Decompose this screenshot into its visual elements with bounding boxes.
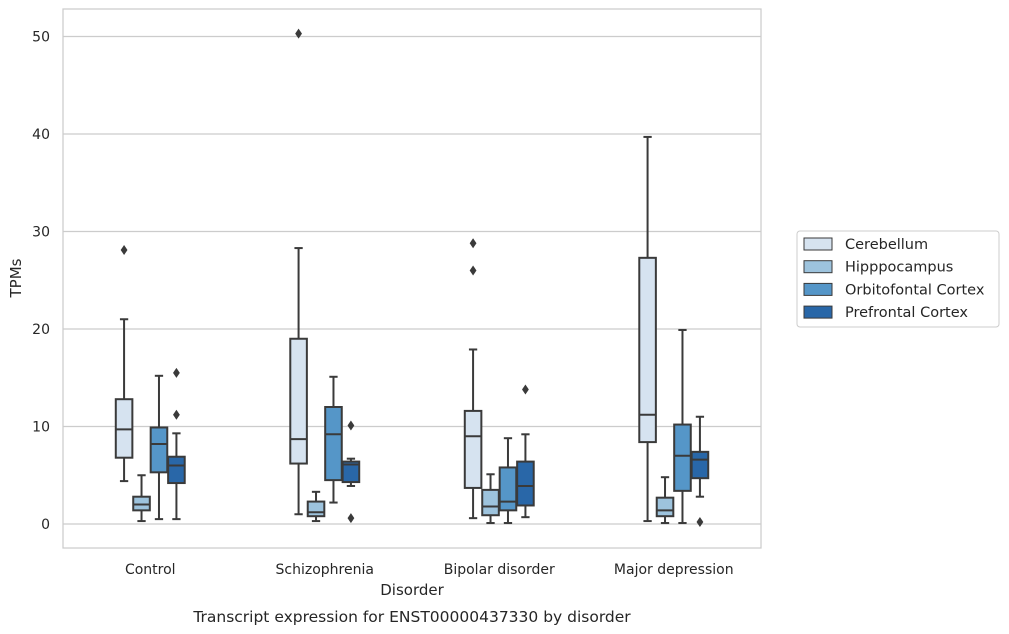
y-tick-labels: 0 10 20 30 40 50: [32, 30, 50, 534]
x-tick-label: Major depression: [614, 562, 734, 578]
box-group: [167, 367, 186, 521]
chart-caption: Transcript expression for ENST0000043733…: [192, 608, 631, 626]
flier-point: [469, 238, 477, 249]
y-tick-label: 40: [32, 127, 50, 143]
box-group: [149, 374, 169, 521]
legend-swatch: [803, 282, 833, 296]
box: [690, 450, 710, 480]
boxes-layer: [114, 28, 710, 528]
legend-swatch: [803, 305, 833, 319]
legend-swatch: [803, 260, 833, 274]
legend-frame: [796, 230, 1000, 328]
legend-label: Hipppocampus: [845, 260, 953, 276]
flier-point: [696, 517, 704, 528]
y-axis-label: TPMs: [7, 258, 25, 298]
box: [149, 426, 169, 474]
box-group: [638, 135, 657, 523]
x-tick-labels: Control Schizophrenia Bipolar disorder Majo…: [125, 562, 734, 578]
box-group: [516, 384, 535, 519]
flier-point: [173, 409, 180, 420]
box-group: [289, 28, 308, 516]
y-tick-label: 20: [32, 322, 50, 338]
legend: Cerebellum Hipppocampus Orbitofontal Corte…: [796, 230, 1000, 328]
gridlines: [63, 35, 761, 525]
box-group: [463, 238, 483, 520]
box: [498, 466, 518, 512]
x-axis-label: Disorder: [380, 581, 444, 599]
y-tick-label: 30: [32, 225, 50, 241]
box: [341, 460, 361, 484]
flier-point: [522, 384, 529, 395]
box: [481, 488, 500, 517]
box: [167, 455, 186, 485]
box: [516, 460, 535, 507]
box-group: [132, 474, 151, 523]
x-tick-label: Bipolar disorder: [444, 562, 555, 578]
legend-label: Orbitofontal Cortex: [845, 282, 985, 298]
box: [638, 256, 657, 444]
box-group: [655, 476, 675, 525]
plot-area-frame: [62, 8, 762, 549]
box-group: [306, 490, 326, 523]
box: [673, 423, 692, 492]
box-group: [498, 437, 518, 525]
box-group: [341, 420, 361, 524]
box: [324, 406, 343, 482]
y-tick-label: 50: [32, 30, 50, 46]
flier-point: [347, 513, 355, 524]
box: [463, 409, 483, 489]
box-group: [324, 375, 343, 504]
legend-swatch: [803, 237, 833, 251]
legend-label: Prefrontal Cortex: [845, 305, 968, 321]
y-tick-label: 10: [32, 420, 50, 436]
x-tick-label: Schizophrenia: [276, 562, 374, 578]
legend-label: Cerebellum: [845, 237, 928, 253]
flier-point: [347, 420, 355, 431]
x-tick-label: Control: [125, 562, 176, 578]
box-group: [114, 245, 134, 483]
box: [306, 500, 326, 518]
box-group: [481, 473, 500, 525]
flier-point: [120, 245, 128, 256]
flier-point: [295, 28, 302, 39]
box: [289, 337, 308, 465]
flier-point: [469, 265, 477, 276]
box: [655, 496, 675, 518]
box-group: [673, 328, 692, 525]
flier-point: [173, 367, 180, 378]
y-tick-label: 0: [41, 517, 50, 533]
box-group: [690, 415, 710, 528]
